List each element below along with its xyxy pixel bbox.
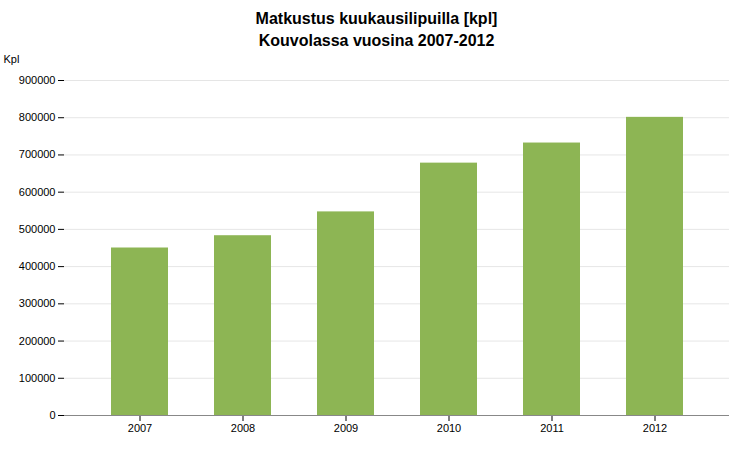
svg-text:900000: 900000 [19,74,56,86]
html-text:Matkustus kuukausilipuilla [kp: Matkustus kuukausilipuilla [kpl] [255,10,498,27]
svg-text:700000: 700000 [19,148,56,160]
svg-text:100000: 100000 [19,372,56,384]
svg-text:0: 0 [49,409,55,421]
svg-text:2007: 2007 [128,422,152,434]
svg-text:200000: 200000 [19,335,56,347]
svg-text:Kpl: Kpl [4,53,20,65]
svg-text:2010: 2010 [437,422,461,434]
svg-text:2012: 2012 [643,422,667,434]
svg-text:400000: 400000 [19,260,56,272]
svg-text:300000: 300000 [19,297,56,309]
svg-text:2009: 2009 [334,422,358,434]
svg-text:500000: 500000 [19,223,56,235]
svg-text:800000: 800000 [19,111,56,123]
svg-text:2008: 2008 [231,422,255,434]
html-text:Kouvolassa vuosina 2007-2012: Kouvolassa vuosina 2007-2012 [258,32,495,49]
svg-text:2011: 2011 [540,422,564,434]
svg-text:600000: 600000 [19,186,56,198]
